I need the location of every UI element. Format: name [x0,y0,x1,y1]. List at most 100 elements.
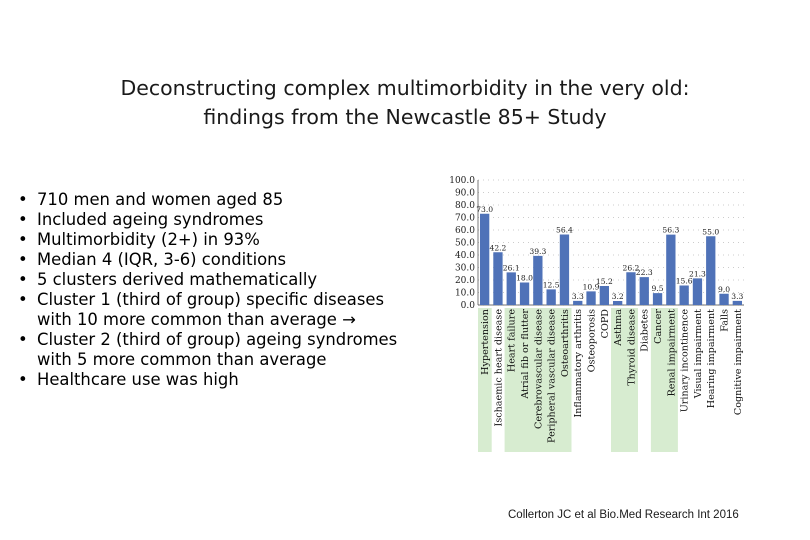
category-label: Visual impairment [693,309,704,399]
bullet-text: Median 4 (IQR, 3-6) conditions [37,250,287,269]
y-tick-label: 10.0 [455,289,475,299]
bar [626,272,636,305]
bullet-text: Cluster 2 (third of group) ageing syndro… [37,330,398,349]
bar [706,236,716,305]
category-label: Hearing impairment [706,309,717,408]
data-label: 56.3 [662,226,679,235]
bar [506,272,516,305]
highlight-band [611,308,625,452]
bullet-dot: • [18,290,28,309]
category-label: Peripheral vascular disease [547,309,558,443]
bar [479,213,490,305]
y-tick-label: 70.0 [455,214,475,224]
bar [546,289,556,305]
bullet-text: Cluster 1 (third of group) specific dise… [37,290,384,309]
bullet-item: • Multimorbidity (2+) in 93% [18,230,438,250]
bar [493,252,503,305]
bar [559,234,570,305]
slide-title-line-1: Deconstructing complex multimorbidity in… [120,76,690,100]
bar [612,301,623,305]
category-label: Osteoporosis [586,309,597,372]
category-label: Asthma [613,309,624,347]
bullet-item: • Cluster 2 (third of group) ageing synd… [18,330,438,370]
highlight-band [531,308,545,452]
y-tick-label: 90.0 [455,189,475,199]
data-label: 15.6 [676,277,693,286]
data-label: 73.0 [476,205,493,214]
y-tick-label: 20.0 [455,276,475,286]
slide-title-line-2: findings from the Newcastle 85+ Study [203,105,607,129]
bullet-text: 5 clusters derived mathematically [37,270,318,289]
data-label: 18.0 [516,274,533,283]
highlight-band [624,308,638,452]
bullet-text: Healthcare use was high [37,370,239,389]
highlight-band [478,308,492,452]
bar [599,286,610,305]
category-label: Heart failure [507,309,518,372]
bullet-item: • Median 4 (IQR, 3-6) conditions [18,250,438,270]
data-label: 55.0 [702,227,719,236]
data-label: 26.1 [503,263,520,272]
bullet-item: • 710 men and women aged 85 [18,190,438,210]
data-label: 22.3 [636,268,653,277]
category-label: Diabetes [640,309,651,352]
category-label: Ischaemic heart disease [493,309,504,427]
citation: Collerton JC et al Bio.Med Research Int … [508,509,739,521]
data-label: 3.3 [572,292,584,301]
data-label: 3.3 [731,292,743,301]
data-label: 42.2 [489,243,506,252]
bar [586,291,596,305]
category-label: Inflammatory arthritis [573,309,584,418]
category-label: Osteoarthritis [560,309,571,377]
category-label: Cancer [653,309,664,344]
data-label: 9.0 [718,285,730,294]
bullet-item: • Included ageing syndromes [18,210,438,230]
bar [519,282,530,305]
bar [692,278,703,305]
highlight-bands [478,308,678,452]
highlight-band [504,308,519,452]
bullet-dot: • [18,190,28,209]
y-tick-label: 30.0 [455,264,475,274]
bullet-continuation: with 10 more common than average → [37,310,356,329]
category-label: Thyroid disease [626,309,637,386]
bar [573,300,583,305]
bar [666,234,676,305]
category-label: Cerebrovascular disease [533,309,544,429]
highlight-band [557,308,572,452]
bullet-text: Included ageing syndromes [37,210,264,229]
bar [533,255,543,305]
highlight-band [517,308,532,452]
data-label: 21.3 [689,269,706,278]
category-label: Atrial fib or flutter [520,309,531,400]
bullet-continuation: with 5 more common than average [37,350,327,369]
category-label: Cognitive impairment [733,309,744,415]
bar [719,293,729,305]
y-tick-label: 60.0 [455,226,475,236]
bullet-dot: • [18,210,28,229]
bar [639,277,649,305]
bullet-dot: • [18,370,28,389]
bullet-text: 710 men and women aged 85 [37,190,284,209]
slide-title: Deconstructing complex multimorbidity in… [60,74,750,132]
bullet-item: • 5 clusters derived mathematically [18,270,438,290]
data-label: 15.2 [596,277,613,286]
highlight-band [664,308,678,452]
data-label: 56.4 [556,226,573,235]
data-label: 26.2 [622,263,639,272]
bullet-dot: • [18,270,28,289]
bullet-dot: • [18,230,28,249]
highlight-band [650,308,665,452]
data-label: 10.9 [583,282,600,291]
bullet-item: • Cluster 1 (third of group) specific di… [18,290,438,330]
bullet-dot: • [18,250,28,269]
bar-chart: 100.0 90.0 80.0 70.0 60.0 50.0 40.0 30.0 20.0 10.… [449,176,744,452]
category-label: Renal impairment [666,309,677,397]
y-tick-label: 80.0 [455,201,475,211]
data-label: 12.5 [543,280,560,289]
bar-chart-figure: 100.0 90.0 80.0 70.0 60.0 50.0 40.0 30.0 20.0 10.… [440,172,750,458]
y-tick-label: 40.0 [455,251,475,261]
category-label: COPD [600,309,611,339]
category-label: Falls [719,309,730,332]
bullet-list: • 710 men and women aged 85 • Included a… [18,190,438,390]
